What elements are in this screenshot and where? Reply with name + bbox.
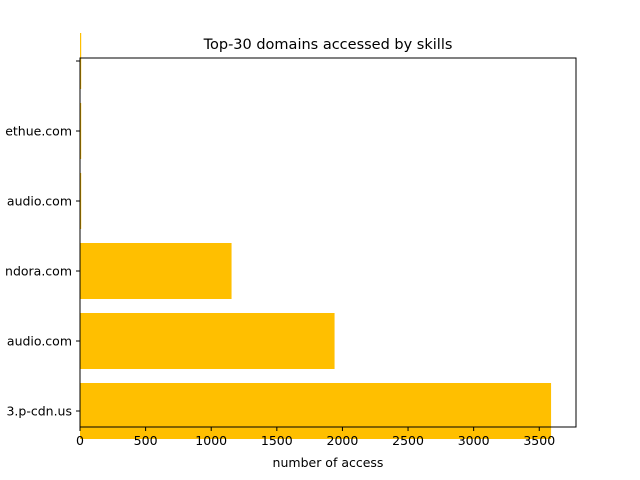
x-tick-label-7: 3500 — [523, 433, 555, 448]
plot-frame — [79, 57, 577, 428]
y-tick-label-1: audio.com — [7, 334, 72, 349]
x-tick-label-4: 2000 — [327, 433, 359, 448]
bar-2 — [80, 243, 232, 299]
bar-1 — [80, 313, 335, 369]
x-tick-label-3: 1500 — [261, 433, 293, 448]
y-tick-label-3: audio.com — [7, 194, 72, 209]
y-tick-label-4: ethue.com — [5, 124, 72, 139]
x-tick-label-0: 0 — [76, 433, 84, 448]
bar-5 — [80, 33, 82, 89]
x-tick-label-1: 500 — [134, 433, 158, 448]
bar-3 — [80, 173, 82, 229]
y-axis: 3.p-cdn.us audio.com ndora.com audio.com eth… — [5, 60, 80, 419]
x-tick-label-6: 3000 — [458, 433, 490, 448]
bar-group — [80, 33, 552, 439]
x-tick-label-5: 2500 — [392, 433, 424, 448]
x-axis: 0 500 1000 1500 2000 2500 3000 3500 — [76, 427, 555, 448]
x-tick-label-2: 1000 — [195, 433, 227, 448]
x-axis-label: number of access — [273, 455, 384, 470]
y-tick-label-2: ndora.com — [5, 264, 72, 279]
chart-title: Top-30 domains accessed by skills — [203, 37, 453, 53]
y-tick-label-0: 3.p-cdn.us — [6, 404, 72, 419]
bar-4 — [80, 103, 82, 159]
bar-0 — [80, 383, 552, 439]
